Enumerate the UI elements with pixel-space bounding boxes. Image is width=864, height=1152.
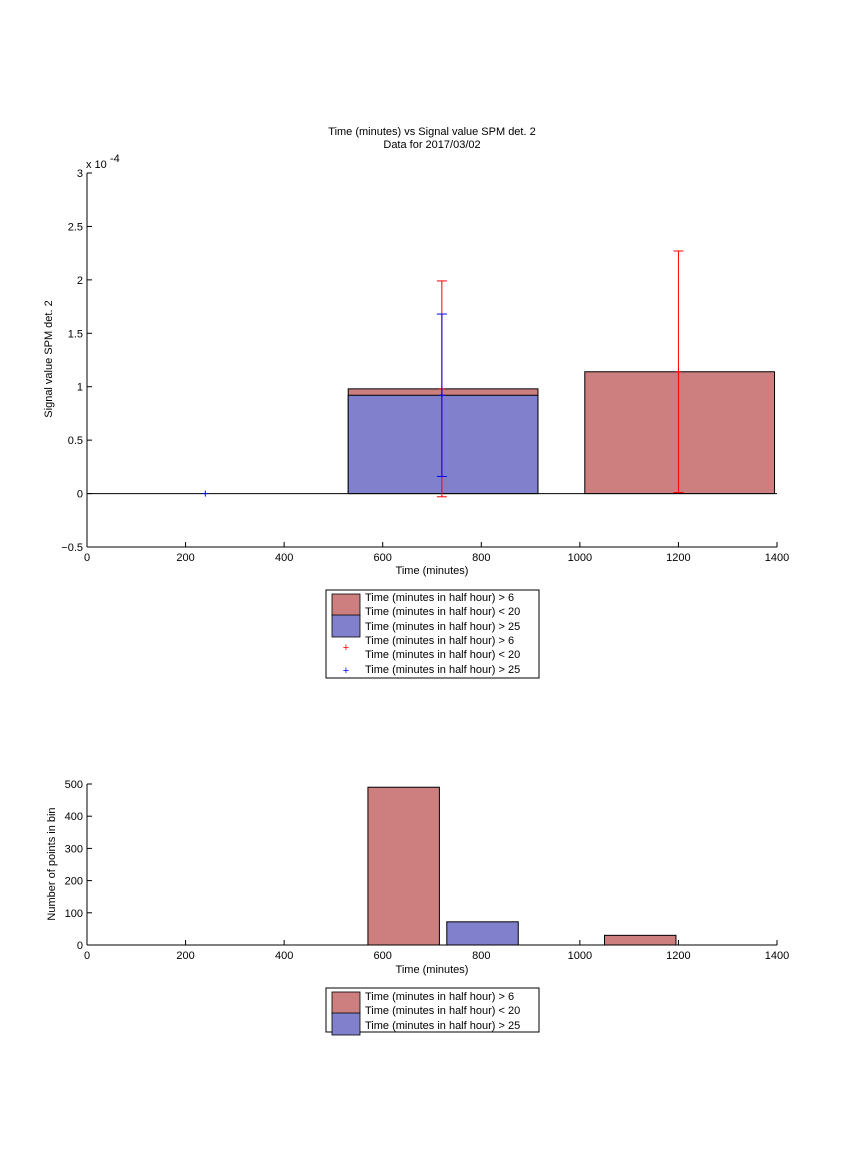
- bottom-y-tick-label: 100: [65, 908, 83, 920]
- bottom-y-tick-label: 200: [65, 876, 83, 888]
- top-chart-title: Time (minutes) vs Signal value SPM det. …: [328, 126, 535, 138]
- top-x-tick-label: 600: [374, 552, 392, 564]
- top-chart: Time (minutes) vs Signal value SPM det. …: [43, 126, 789, 679]
- bottom-x-tick-label: 1200: [666, 950, 690, 962]
- bottom-y-tick-label: 300: [65, 843, 83, 855]
- top-legend-box: [325, 589, 540, 679]
- top-y-tick-label: 0: [77, 489, 83, 501]
- bottom-y-tick-label: 0: [77, 940, 83, 952]
- bottom-chart-ylabel: Number of points in bin: [46, 807, 58, 920]
- top-x-tick-label: 400: [275, 552, 293, 564]
- bottom-chart-xlabel: Time (minutes): [396, 964, 469, 976]
- top-legend-swatch-red: [331, 593, 361, 617]
- top-y-tick-label: −0.5: [61, 542, 83, 554]
- bottom-x-tick-label: 800: [472, 950, 490, 962]
- top-chart-xlabel: Time (minutes): [396, 565, 469, 577]
- top-legend-entry: Time (minutes in half hour) > 25: [365, 664, 520, 676]
- top-y-tick-label: 2.5: [68, 221, 83, 233]
- top-errorbar-blue: [202, 490, 209, 497]
- top-y-tick-label: 1.5: [68, 328, 83, 340]
- bottom-x-tick-label: 0: [84, 950, 90, 962]
- top-x-tick-label: 200: [176, 552, 194, 564]
- bottom-x-tick-label: 1000: [568, 950, 592, 962]
- top-chart-legend: + + Time (minutes in half hour) > 6 Time…: [325, 589, 540, 679]
- bottom-bar-red: [367, 786, 440, 946]
- top-legend-swatch-blue: [331, 614, 361, 638]
- bottom-y-tick-label: 500: [65, 779, 83, 791]
- top-y-tick-label: 0.5: [68, 435, 83, 447]
- bottom-legend-entry: Time (minutes in half hour) < 20: [365, 1005, 520, 1017]
- bottom-y-tick-label: 400: [65, 811, 83, 823]
- top-chart-exponent: x 10 -4: [86, 153, 120, 171]
- top-chart-exponent-base: x 10: [86, 159, 107, 171]
- bottom-legend-swatch-blue: [331, 1012, 361, 1036]
- top-chart-subtitle: Data for 2017/03/02: [383, 139, 480, 151]
- top-x-tick-label: 1400: [765, 552, 789, 564]
- top-bar-red: [584, 371, 776, 495]
- bottom-bar-blue: [446, 921, 519, 946]
- top-legend-entry: Time (minutes in half hour) < 20: [365, 606, 520, 618]
- top-y-tick-label: 3: [77, 168, 83, 180]
- bottom-chart: 0 200 400 600 800 1000 1200 1400 0 100 200 300 400 50…: [46, 779, 790, 1036]
- top-bar-blue: [347, 394, 539, 495]
- top-chart-exponent-power: -4: [110, 153, 120, 165]
- bottom-x-tick-label: 200: [176, 950, 194, 962]
- top-legend-marker-red: +: [343, 642, 349, 654]
- top-y-tick-label: 1: [77, 382, 83, 394]
- top-legend-entry: Time (minutes in half hour) > 6: [365, 635, 514, 647]
- bottom-legend-box: [325, 987, 540, 1033]
- bottom-legend-entry: Time (minutes in half hour) > 6: [365, 991, 514, 1003]
- top-y-tick-label: 2: [77, 275, 83, 287]
- bottom-legend-entry: Time (minutes in half hour) > 25: [365, 1020, 520, 1032]
- top-chart-plot-area: 0 200 400 600 800 1000 1200 1400−0.500.511.522.…: [61, 168, 789, 564]
- bottom-chart-plot-area: 0 200 400 600 800 1000 1200 1400 0 100 200 300 400 50…: [65, 779, 790, 962]
- top-errorbar-red: [673, 250, 684, 494]
- bottom-x-tick-label: 1400: [765, 950, 789, 962]
- bottom-x-tick-label: 400: [275, 950, 293, 962]
- bottom-chart-legend: Time (minutes in half hour) > 6 Time (mi…: [325, 987, 540, 1036]
- top-legend-entry: Time (minutes in half hour) < 20: [365, 649, 520, 661]
- top-x-tick-label: 1000: [568, 552, 592, 564]
- top-legend-marker-blue: +: [343, 665, 349, 677]
- top-legend-entry: Time (minutes in half hour) > 25: [365, 621, 520, 633]
- top-legend-entry: Time (minutes in half hour) > 6: [365, 592, 514, 604]
- top-x-tick-label: 1200: [666, 552, 690, 564]
- top-chart-ylabel: Signal value SPM det. 2: [43, 300, 55, 417]
- top-errorbar-blue: [436, 313, 447, 477]
- top-x-tick-label: 0: [84, 552, 90, 564]
- top-x-tick-label: 800: [472, 552, 490, 564]
- bottom-x-tick-label: 600: [374, 950, 392, 962]
- bottom-bar-red: [604, 934, 677, 946]
- bottom-legend-swatch-red: [331, 991, 361, 1015]
